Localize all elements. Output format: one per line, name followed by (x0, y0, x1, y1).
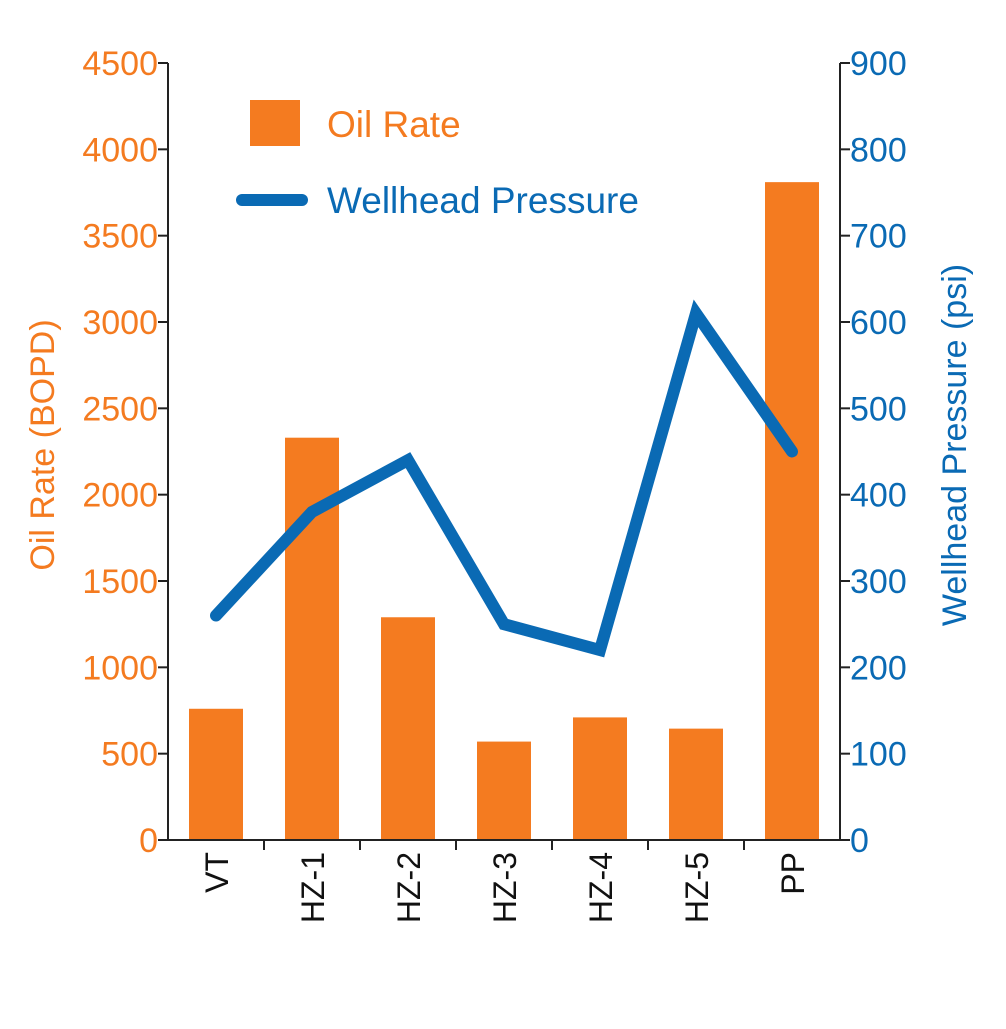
left-axis-title: Oil Rate (BOPD) (24, 319, 62, 570)
bar-pp (765, 182, 819, 840)
bars (189, 182, 819, 840)
right-tick-label: 600 (850, 304, 907, 342)
left-tick-label: 0 (139, 822, 158, 860)
x-tick-label: HZ-3 (487, 852, 523, 923)
right-axis-title: Wellhead Pressure (psi) (936, 264, 974, 626)
bar-hz-2 (381, 617, 435, 840)
right-tick-label: 800 (850, 131, 907, 169)
x-tick-label: VT (199, 852, 235, 893)
left-tick-label: 3500 (82, 218, 158, 256)
left-tick-label: 2500 (82, 390, 158, 428)
legend: Oil Rate Wellhead Pressure (242, 100, 639, 221)
right-tick-label: 700 (850, 218, 907, 256)
left-tick-label: 2000 (82, 477, 158, 515)
right-tick-label: 400 (850, 477, 907, 515)
right-tick-label: 500 (850, 390, 907, 428)
right-tick-label: 300 (850, 563, 907, 601)
left-tick-label: 3000 (82, 304, 158, 342)
x-tick-label: HZ-2 (391, 852, 427, 923)
legend-oil-rate-label: Oil Rate (327, 104, 461, 145)
bar-hz-3 (477, 742, 531, 840)
right-tick-label: 100 (850, 736, 907, 774)
right-tick-label: 200 (850, 649, 907, 687)
left-tick-label: 4500 (82, 45, 158, 83)
left-tick-label: 500 (101, 736, 158, 774)
left-tick-label: 1000 (82, 649, 158, 687)
left-tick-label: 4000 (82, 131, 158, 169)
right-tick-label: 0 (850, 822, 869, 860)
x-tick-label: HZ-4 (583, 852, 619, 923)
legend-oil-rate-swatch (250, 100, 300, 146)
bar-hz-5 (669, 729, 723, 840)
x-tick-label: HZ-5 (679, 852, 715, 923)
bar-hz-4 (573, 717, 627, 840)
right-tick-label: 900 (850, 45, 907, 83)
legend-pressure-label: Wellhead Pressure (327, 180, 639, 221)
x-tick-label: PP (775, 852, 811, 895)
x-tick-label: HZ-1 (295, 852, 331, 923)
left-tick-label: 1500 (82, 563, 158, 601)
bar-vt (189, 709, 243, 840)
